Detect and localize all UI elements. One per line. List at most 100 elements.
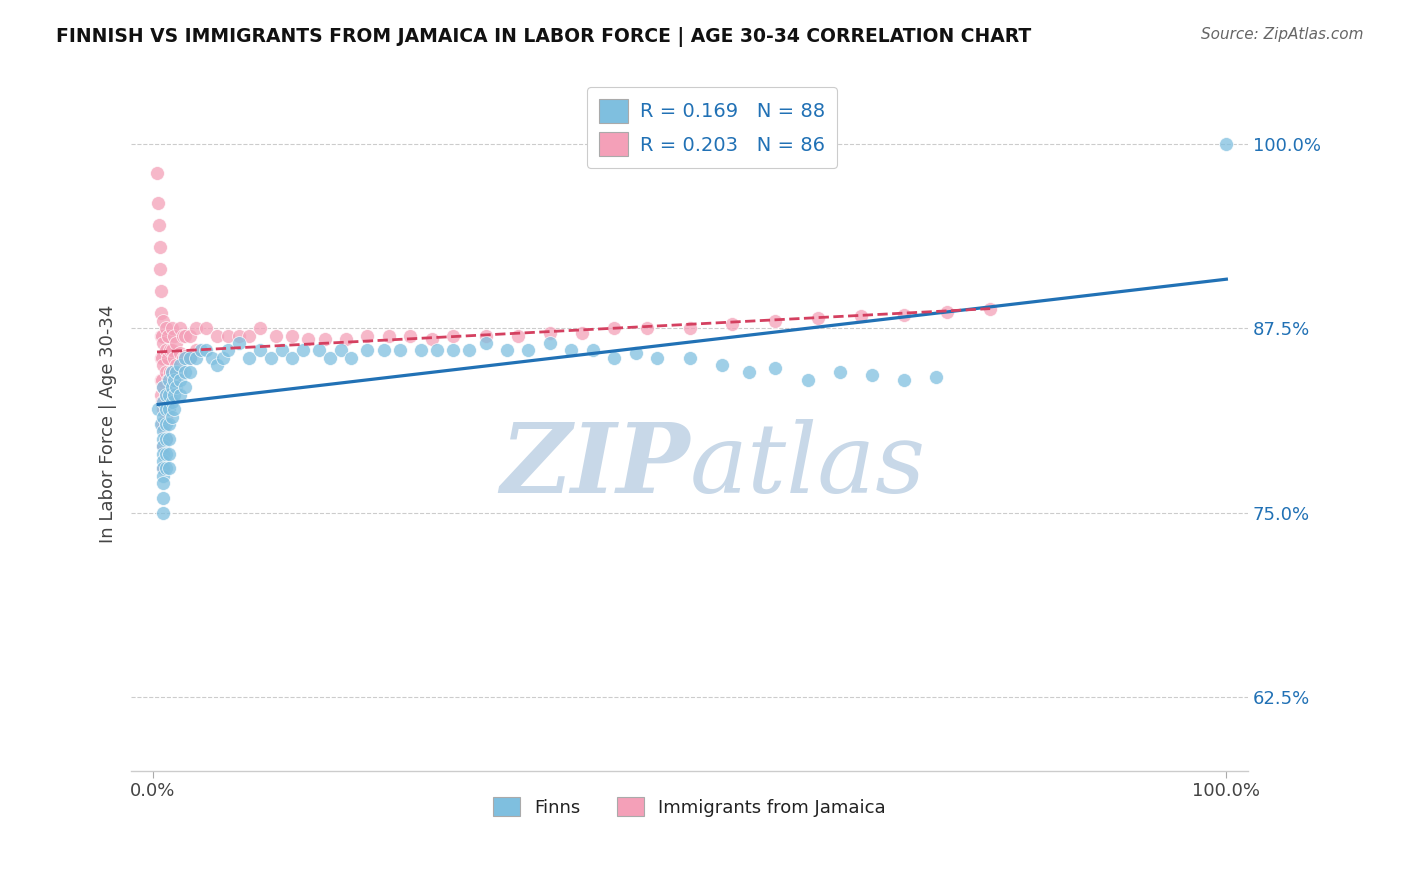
Point [205,328,228,343]
Point [152,380,174,394]
Point [169,358,191,372]
Point [150,328,173,343]
Point [636,321,658,335]
Point [270,343,292,358]
Point [160,366,183,380]
Point [560,343,582,358]
Point [156,351,179,365]
Point [155,461,177,475]
Point [165,358,187,372]
Point [174,351,197,365]
Point [163,373,186,387]
Point [152,476,174,491]
Point [152,432,174,446]
Point [165,335,187,350]
Point [426,343,449,358]
Point [292,343,315,358]
Point [155,402,177,417]
Point [163,328,186,343]
Point [157,432,180,446]
Point [156,373,179,387]
Point [356,328,378,343]
Point [603,321,626,335]
Point [163,351,186,365]
Point [538,335,561,350]
Point [160,395,183,409]
Point [238,328,260,343]
Point [260,351,283,365]
Point [195,343,218,358]
Point [979,301,1001,316]
Point [807,310,830,325]
Point [249,343,271,358]
Point [765,361,787,376]
Point [163,402,186,417]
Point [184,321,207,335]
Point [157,402,180,417]
Point [281,328,304,343]
Text: atlas: atlas [689,418,925,513]
Point [152,461,174,475]
Point [155,387,177,401]
Point [160,321,183,335]
Point [150,373,173,387]
Point [420,332,443,346]
Point [647,351,669,365]
Point [281,351,304,365]
Point [157,417,180,431]
Point [174,328,197,343]
Point [174,380,197,394]
Point [893,308,915,322]
Point [496,343,519,358]
Point [458,343,481,358]
Point [624,346,647,360]
Point [163,373,186,387]
Text: ZIP: ZIP [501,418,689,513]
Point [169,346,191,360]
Point [796,373,818,387]
Text: Source: ZipAtlas.com: Source: ZipAtlas.com [1201,27,1364,42]
Point [155,366,177,380]
Point [737,366,759,380]
Text: FINNISH VS IMMIGRANTS FROM JAMAICA IN LABOR FORCE | AGE 30-34 CORRELATION CHART: FINNISH VS IMMIGRANTS FROM JAMAICA IN LA… [56,27,1032,46]
Point [169,387,191,401]
Point [678,351,700,365]
Point [150,328,173,343]
Point [160,409,183,424]
Legend: Finns, Immigrants from Jamaica: Finns, Immigrants from Jamaica [486,790,893,824]
Point [571,326,593,340]
Point [152,335,174,350]
Point [174,366,197,380]
Point [157,373,180,387]
Point [150,417,173,431]
Point [710,358,733,372]
Point [378,328,401,343]
Point [146,166,169,180]
Point [150,351,173,365]
Point [155,343,177,358]
Point [152,358,174,372]
Point [152,439,174,453]
Point [150,351,173,365]
Point [155,321,177,335]
Point [217,343,239,358]
Point [159,366,181,380]
Point [217,328,239,343]
Point [474,328,496,343]
Point [201,351,224,365]
Point [149,240,172,254]
Point [150,395,173,409]
Point [538,326,561,340]
Point [155,387,177,401]
Point [155,446,177,460]
Point [249,321,271,335]
Point [308,343,330,358]
Point [441,328,464,343]
Point [195,321,218,335]
Point [297,332,319,346]
Point [156,328,179,343]
Point [148,218,170,232]
Point [373,343,395,358]
Point [146,402,169,417]
Point [238,351,260,365]
